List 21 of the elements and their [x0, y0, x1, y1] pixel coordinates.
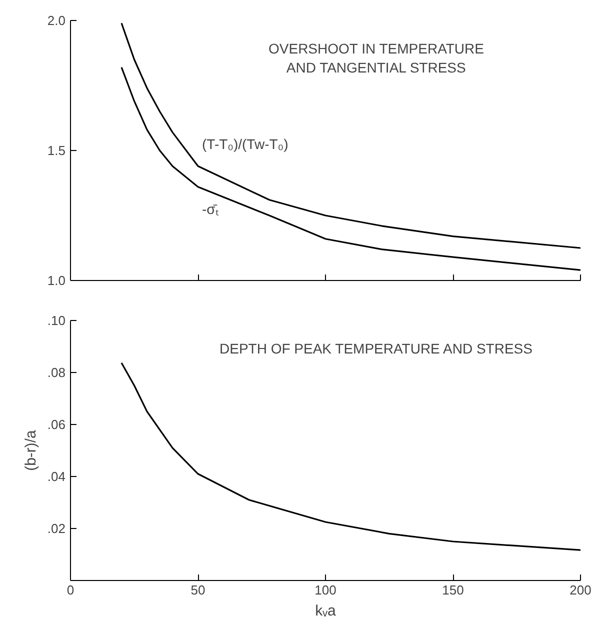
- x-tick-label: 50: [190, 582, 206, 598]
- line-series: [120, 22, 580, 249]
- y-tick-label: 1.0: [47, 273, 66, 288]
- y-tick-label: .06: [47, 417, 66, 432]
- x-tick-label: 0: [66, 582, 74, 598]
- y-tick-label: .08: [47, 365, 66, 380]
- line-series: [120, 362, 580, 551]
- series-label: -σ̄ₜ: [202, 200, 220, 217]
- y-tick-label: 1.5: [47, 143, 66, 158]
- x-tick-label: 150: [442, 582, 464, 598]
- x-tick-label: 200: [570, 582, 592, 598]
- x-axis-title: kᵥa: [315, 602, 336, 620]
- y-tick-label: 2.0: [47, 13, 66, 28]
- y-tick-label: .04: [47, 469, 66, 484]
- y-tick-label: .02: [47, 521, 66, 536]
- text: OVERSHOOT IN TEMPERATURE AND TANGENTIAL STRESS: [268, 40, 484, 76]
- y-tick-label: .10: [47, 313, 66, 328]
- series-label: (T-T₀)/(Tw-T₀): [202, 136, 288, 152]
- x-tick-label: 100: [314, 582, 336, 598]
- y-axis-title: (b-r)/a: [22, 429, 40, 471]
- text: DEPTH OF PEAK TEMPERATURE AND STRESS: [219, 340, 532, 356]
